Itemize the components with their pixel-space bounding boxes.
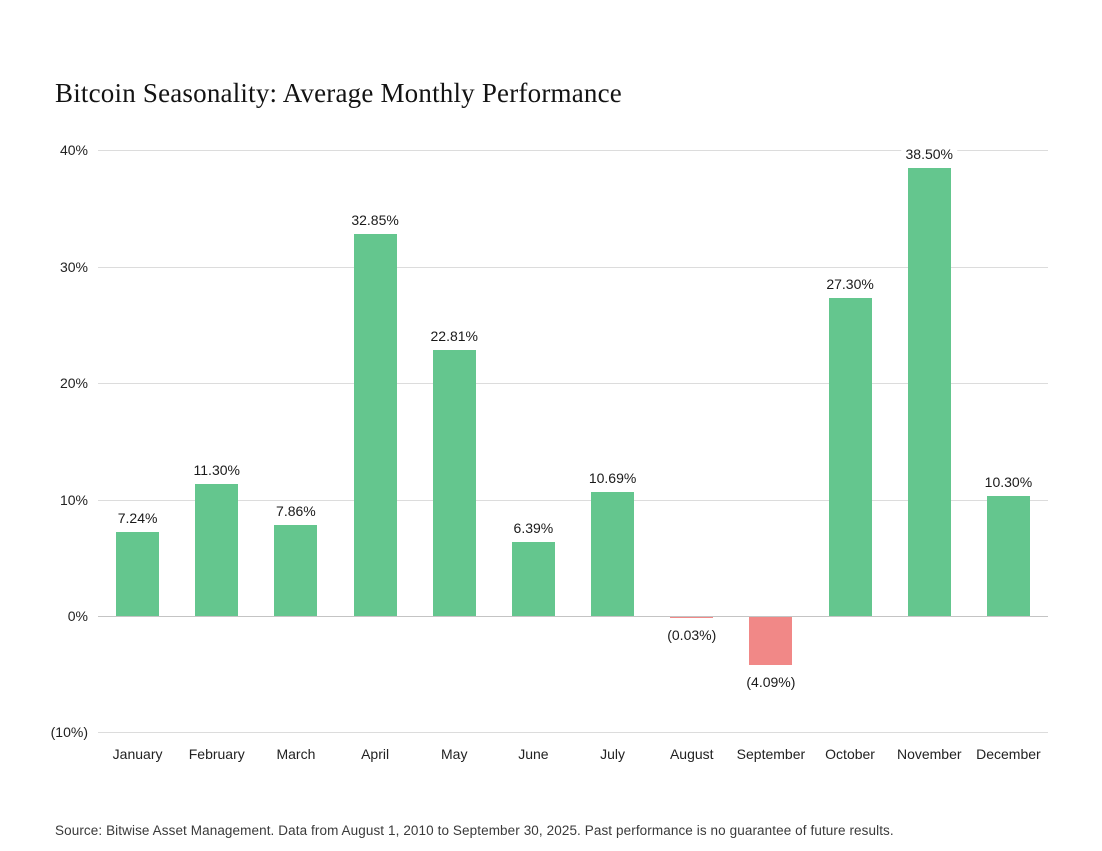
x-axis-label-january: January <box>112 746 163 762</box>
bar-october <box>828 298 872 616</box>
y-axis-tick-label: 30% <box>59 259 88 275</box>
x-axis-label-february: February <box>188 746 245 762</box>
source-attribution: Source: Bitwise Asset Management. Data f… <box>55 823 894 838</box>
y-axis-tick-label: 40% <box>59 142 88 158</box>
x-axis-label-july: July <box>600 746 626 762</box>
y-axis-tick-label: 20% <box>59 375 88 391</box>
x-axis-label-may: May <box>441 746 468 762</box>
bar-value-label: 27.30% <box>822 276 878 293</box>
x-axis-label-november: November <box>896 746 962 762</box>
bar-value-label: 32.85% <box>347 211 403 228</box>
bar-value-label: 11.30% <box>189 462 244 479</box>
bar-value-label: (4.09%) <box>742 673 800 690</box>
y-gridline <box>98 383 1048 384</box>
bar-december <box>986 496 1030 616</box>
bar-april <box>353 233 397 616</box>
bar-january <box>116 531 160 616</box>
chart-title: Bitcoin Seasonality: Average Monthly Per… <box>55 78 622 108</box>
bar-value-label: 6.39% <box>509 519 558 536</box>
x-axis-label-june: June <box>518 746 549 762</box>
x-axis-label-august: August <box>669 746 714 762</box>
bar-value-label: 7.24% <box>113 509 162 526</box>
bar-value-label: 38.50% <box>901 145 957 162</box>
bar-november <box>907 167 951 616</box>
bar-value-label: (0.03%) <box>663 627 721 643</box>
bar-may <box>432 350 476 616</box>
y-gridline <box>98 732 1048 733</box>
bar-value-label: 7.86% <box>272 502 320 519</box>
bar-august <box>670 617 714 618</box>
bar-february <box>195 484 239 616</box>
y-gridline <box>98 500 1048 501</box>
y-axis-tick-label: (10%) <box>50 724 88 740</box>
bar-value-label: 10.69% <box>584 469 641 486</box>
y-gridline <box>98 267 1048 268</box>
y-axis-tick-label: 0% <box>67 608 88 624</box>
x-axis-label-september: September <box>736 746 806 762</box>
x-axis-label-march: March <box>276 746 316 762</box>
y-gridline <box>98 150 1048 151</box>
bar-july <box>591 491 635 616</box>
zero-axis-line <box>98 616 1048 617</box>
x-axis-label-april: April <box>361 746 390 762</box>
bar-value-label: 22.81% <box>426 328 482 345</box>
bar-march <box>274 524 318 616</box>
bar-september <box>749 617 793 665</box>
x-axis-label-october: October <box>825 746 875 762</box>
bar-june <box>511 541 555 616</box>
x-axis-label-december: December <box>976 746 1041 762</box>
y-axis-tick-label: 10% <box>59 492 88 508</box>
bar-value-label: 10.30% <box>980 474 1037 491</box>
